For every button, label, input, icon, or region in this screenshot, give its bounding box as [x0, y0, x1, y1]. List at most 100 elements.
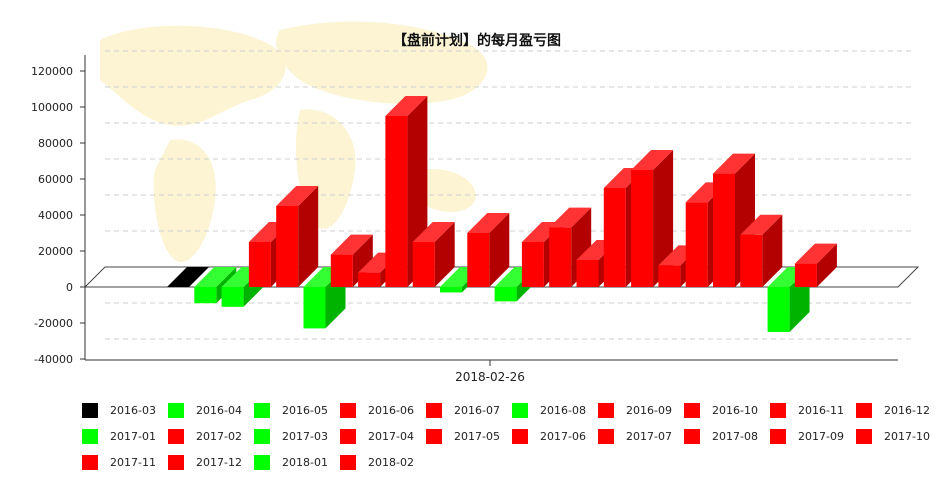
bar-front: [440, 287, 462, 293]
map-shape: [420, 169, 476, 212]
legend-item[interactable]: 2016-12: [856, 397, 942, 423]
bar-top: [167, 267, 209, 287]
bar-front: [685, 202, 708, 287]
legend-item[interactable]: 2016-03: [82, 397, 168, 423]
bar-top: [549, 207, 592, 228]
legend-swatch: [770, 402, 786, 418]
legend-item[interactable]: 2016-11: [770, 397, 856, 423]
bar-top: [330, 234, 373, 255]
legend-label: 2016-10: [712, 403, 758, 417]
legend-label: 2017-09: [798, 429, 844, 443]
legend-swatch: [684, 402, 700, 418]
bar-side: [653, 150, 674, 287]
bars: [167, 96, 837, 332]
legend-item[interactable]: 2017-05: [426, 423, 512, 449]
legend-item[interactable]: 2016-10: [684, 397, 770, 423]
map-shape: [153, 139, 216, 262]
legend-swatch: [598, 428, 614, 444]
bar-front: [794, 263, 817, 287]
legend-label: 2016-03: [110, 403, 156, 417]
legend-label: 2018-01: [282, 455, 328, 469]
legend-item[interactable]: 2017-03: [254, 423, 340, 449]
bar-side: [489, 213, 510, 287]
legend-swatch: [512, 402, 528, 418]
bar-top: [385, 96, 428, 116]
bar-front: [576, 260, 599, 287]
bar-front: [521, 242, 544, 287]
legend-item[interactable]: 2017-04: [340, 423, 426, 449]
legend-label: 2016-08: [540, 403, 586, 417]
map-shape: [100, 25, 286, 126]
bar-2017-02: [467, 213, 510, 287]
bar-2016-12: [412, 222, 455, 287]
x-tick-label: 2018-02-26: [455, 370, 525, 384]
legend-item[interactable]: 2017-10: [856, 423, 942, 449]
legend-label: 2016-11: [798, 403, 844, 417]
bar-front: [385, 116, 408, 287]
legend-label: 2016-05: [282, 403, 328, 417]
bar-front: [221, 287, 244, 307]
legend-item[interactable]: 2016-08: [512, 397, 598, 423]
legend-swatch: [684, 428, 700, 444]
legend-item[interactable]: 2017-07: [598, 423, 684, 449]
y-tick-label: 120000: [31, 65, 73, 78]
legend-label: 2016-07: [454, 403, 500, 417]
chart-title: 【盘前计划】的每月盈亏图: [393, 32, 561, 49]
bar-top: [794, 243, 837, 264]
legend-item[interactable]: 2017-09: [770, 423, 856, 449]
legend-item[interactable]: 2016-07: [426, 397, 512, 423]
legend-item[interactable]: 2017-08: [684, 423, 770, 449]
legend-label: 2016-06: [368, 403, 414, 417]
legend-item[interactable]: 2017-11: [82, 449, 168, 475]
bar-front: [248, 242, 271, 287]
legend: 2016-03 2016-04 2016-05 2016-06 2016-07 2016-…: [82, 397, 942, 475]
legend-label: 2017-06: [540, 429, 586, 443]
legend-swatch: [254, 454, 270, 470]
bar-front: [658, 265, 681, 287]
y-tick-label: 20000: [38, 245, 73, 258]
legend-item[interactable]: 2018-01: [254, 449, 340, 475]
legend-label: 2016-12: [884, 403, 930, 417]
y-tick-label: 80000: [38, 137, 73, 150]
legend-item[interactable]: 2016-09: [598, 397, 684, 423]
bar-2017-08: [631, 150, 674, 287]
legend-label: 2017-10: [884, 429, 930, 443]
y-tick-label: 40000: [38, 209, 73, 222]
bar-top: [467, 213, 510, 233]
legend-item[interactable]: 2017-06: [512, 423, 598, 449]
legend-swatch: [82, 454, 98, 470]
bar-front: [467, 233, 490, 287]
bar-front: [276, 206, 299, 287]
legend-item[interactable]: 2016-05: [254, 397, 340, 423]
bar-front: [358, 272, 381, 287]
legend-item[interactable]: 2017-02: [168, 423, 254, 449]
legend-item[interactable]: 2017-12: [168, 449, 254, 475]
legend-item[interactable]: 2016-04: [168, 397, 254, 423]
legend-swatch: [340, 402, 356, 418]
legend-item[interactable]: 2018-02: [340, 449, 426, 475]
y-tick-label: 60000: [38, 173, 73, 186]
legend-label: 2016-04: [196, 403, 242, 417]
bar-2016-07: [276, 186, 319, 287]
bar-front: [767, 287, 790, 332]
y-tick-label: -40000: [34, 353, 73, 366]
bar-top: [276, 186, 319, 206]
legend-swatch: [426, 402, 442, 418]
legend-label: 2017-08: [712, 429, 758, 443]
legend-swatch: [426, 428, 442, 444]
legend-item[interactable]: 2016-06: [340, 397, 426, 423]
legend-swatch: [82, 428, 98, 444]
bar-2017-12: [740, 214, 783, 287]
y-tick-label: -20000: [34, 317, 73, 330]
bar-front: [549, 227, 572, 287]
bar-2017-11: [713, 153, 755, 287]
bar-front: [494, 287, 517, 302]
legend-label: 2018-02: [368, 455, 414, 469]
legend-swatch: [856, 428, 872, 444]
legend-item[interactable]: 2017-01: [82, 423, 168, 449]
bar-front: [740, 234, 763, 287]
bar-top: [412, 222, 455, 242]
bar-front: [330, 254, 353, 287]
bar-front: [713, 173, 735, 287]
legend-swatch: [856, 402, 872, 418]
